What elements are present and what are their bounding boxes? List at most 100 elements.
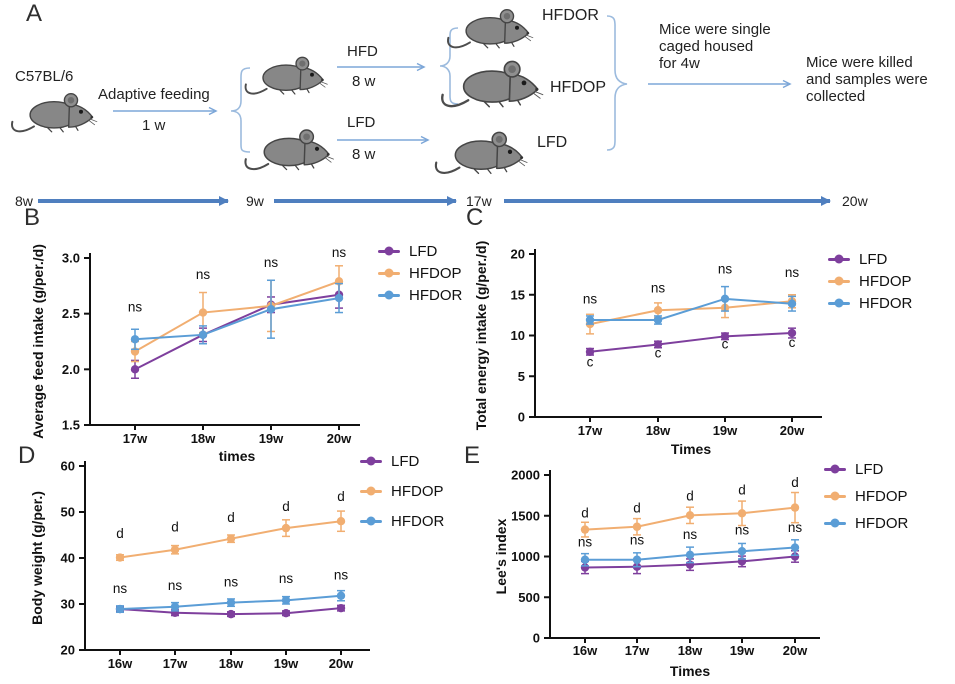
series-line-lfd: [589, 332, 793, 353]
significance-label: ns: [332, 245, 347, 260]
significance-label: d: [282, 499, 290, 514]
x-tick-label: 17w: [163, 656, 188, 671]
legend-label: LFD: [859, 250, 888, 268]
legend-marker-icon: [360, 486, 382, 496]
significance-label: ns: [196, 267, 211, 282]
legend-label: HFDOP: [855, 487, 908, 505]
timeline-20w: 20w: [842, 193, 868, 209]
legend-item-hfdor: HFDOR: [828, 294, 912, 312]
legend-item-hfdor: HFDOR: [360, 512, 444, 530]
data-point-lfd: [787, 328, 797, 338]
significance-label: d: [116, 526, 124, 541]
legend-dot-icon: [834, 276, 844, 286]
significance-label: ns: [113, 581, 128, 596]
legend-dot-icon: [384, 268, 394, 278]
y-tick-label: 20: [61, 643, 75, 658]
single-cage-note: Mice were single caged housed for 4w: [659, 21, 771, 72]
data-point-hfdop: [580, 525, 590, 534]
legend-chart-b: LFD HFDOP HFDOR: [378, 242, 462, 308]
x-tick-label: 19w: [259, 431, 284, 446]
data-point-hfdop: [653, 306, 663, 315]
data-point-hfdop: [336, 517, 346, 526]
mouse-icon: [430, 122, 532, 180]
series-line-lfd: [134, 293, 340, 371]
legend-label: HFDOR: [859, 294, 913, 312]
data-point-hfdop: [281, 523, 291, 533]
legend-item-hfdor: HFDOR: [378, 286, 462, 304]
hfd-label: HFD: [347, 43, 378, 60]
y-tick-label: 20: [511, 247, 525, 262]
data-point-lfd: [130, 365, 140, 374]
legend-item-hfdor: HFDOR: [824, 514, 908, 532]
legend-item-hfdop: HFDOP: [824, 487, 908, 505]
significance-label: ns: [334, 568, 349, 583]
y-tick-label: 5: [518, 369, 525, 384]
legend-marker-icon: [378, 268, 400, 278]
legend-marker-icon: [378, 246, 400, 256]
significance-label: c: [587, 354, 594, 369]
data-point-hfdor: [266, 305, 276, 314]
axes: [89, 253, 360, 426]
data-point-hfdor: [585, 315, 595, 325]
data-point-hfdor: [130, 335, 140, 344]
y-axis-title: Body weight (g/per.): [29, 491, 45, 625]
legend-dot-icon: [830, 491, 840, 501]
data-point-lfd: [585, 347, 595, 356]
x-tick-label: 18w: [191, 431, 216, 446]
y-tick-label: 50: [61, 505, 75, 520]
split-brace-2: [439, 27, 459, 105]
data-point-hfdor: [334, 293, 344, 303]
data-point-lfd: [653, 340, 663, 349]
x-tick-label: 16w: [108, 656, 133, 671]
data-point-lfd: [226, 609, 236, 619]
legend-dot-icon: [830, 518, 840, 528]
series-line-hfdor: [134, 297, 340, 341]
legend-dot-icon: [834, 254, 844, 264]
legend-marker-icon: [360, 456, 382, 466]
series-line-hfdor: [590, 297, 793, 322]
timeline-8w: 8w: [15, 193, 33, 209]
legend-marker-icon: [828, 254, 850, 264]
significance-label: ns: [578, 535, 593, 550]
data-point-hfdor: [580, 555, 590, 564]
mouse-icon: [6, 84, 102, 138]
chart-average-feed-intake: 1.5 2.0 2.5 3.0 17w 18w 19w 20w times Average fee…: [30, 244, 360, 464]
x-tick-label: 20w: [783, 643, 808, 658]
data-point-hfdor: [720, 294, 730, 304]
data-point-hfdor: [685, 550, 695, 560]
data-point-hfdor: [653, 315, 663, 325]
significance-label: ns: [735, 522, 750, 537]
mouse-icon: [238, 120, 340, 176]
legend-label: HFDOP: [859, 272, 912, 290]
legend-label: HFDOR: [409, 286, 463, 304]
x-tick-label: 20w: [780, 423, 805, 438]
diagram-connectors: [38, 15, 831, 206]
x-tick-label: 19w: [274, 656, 299, 671]
significance-label: ns: [630, 532, 645, 547]
y-tick-label: 3.0: [62, 251, 80, 266]
data-point-hfdor: [281, 596, 291, 605]
data-point-hfdop: [170, 545, 180, 554]
significance-label: ns: [788, 520, 803, 535]
y-tick-label: 1500: [511, 508, 540, 523]
legend-label: LFD: [855, 460, 884, 478]
x-axis-title: Times: [671, 441, 711, 457]
axes: [549, 470, 820, 639]
data-point-hfdor: [787, 299, 797, 308]
legend-item-lfd: LFD: [378, 242, 462, 260]
significance-label: d: [227, 510, 235, 525]
legend-label: LFD: [409, 242, 438, 260]
legend-item-hfdop: HFDOP: [360, 482, 444, 500]
significance-label: ns: [264, 255, 279, 270]
x-tick-label: 17w: [578, 423, 603, 438]
significance-label: d: [791, 475, 799, 490]
legend-marker-icon: [360, 516, 382, 526]
mouse-icon: [440, 0, 540, 54]
legend-label: HFDOR: [391, 512, 445, 530]
legend-label: HFDOP: [409, 264, 462, 282]
data-point-hfdop: [790, 503, 800, 512]
chart-body-weight: 20 30 40 50 60 16w 17w 18w 19w 20w Body weight (g/…: [29, 459, 370, 671]
y-tick-label: 30: [61, 597, 75, 612]
data-point-hfdor: [790, 543, 800, 552]
kill-note: Mice were killed and samples were collec…: [806, 54, 928, 105]
